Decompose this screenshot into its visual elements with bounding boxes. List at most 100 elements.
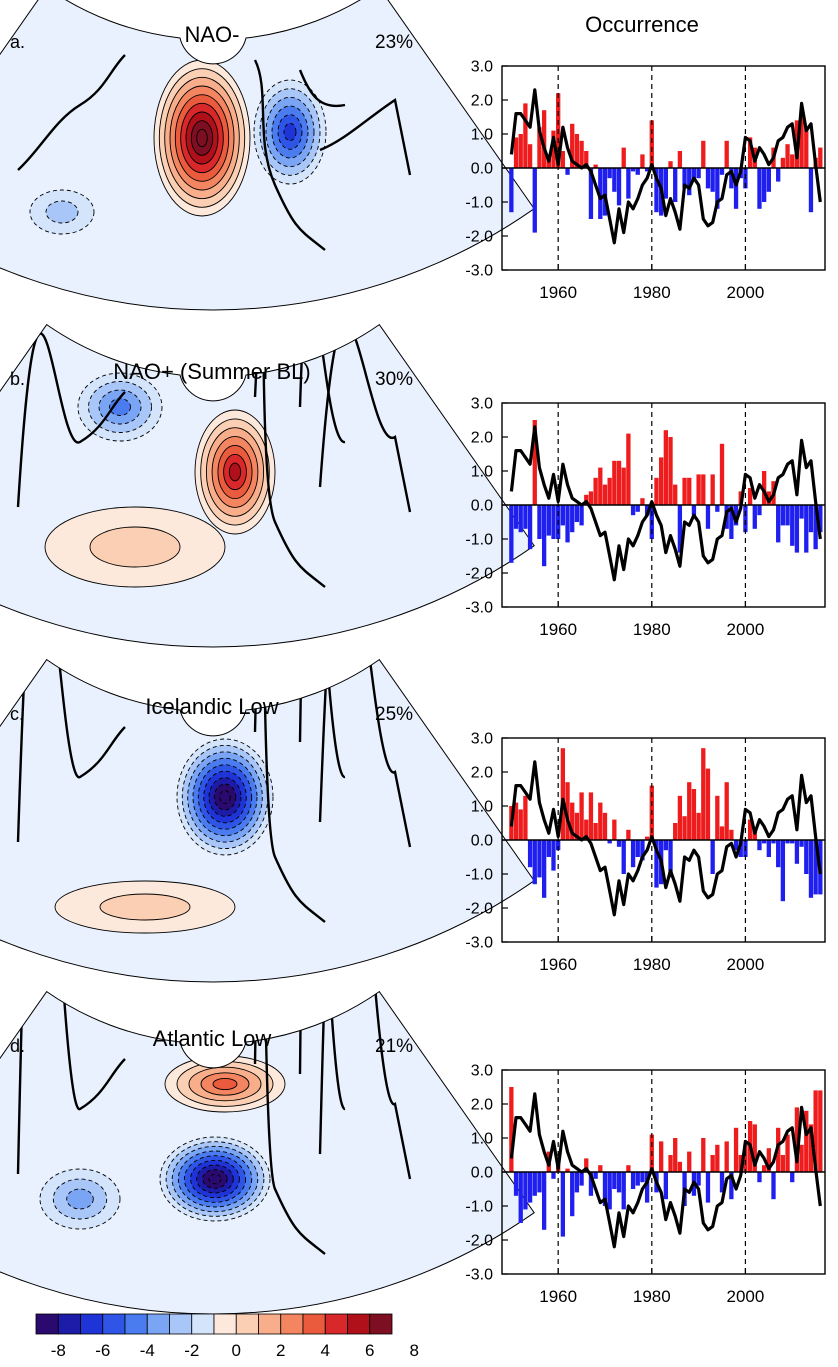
bar-1983 <box>663 430 668 505</box>
bar-2015 <box>813 840 818 895</box>
bar-1973 <box>616 460 622 505</box>
panel-title: NAO+ (Summer BL) <box>113 359 310 384</box>
bar-1952 <box>518 809 523 840</box>
bar-1984 <box>668 161 673 168</box>
bar-1974 <box>621 1172 626 1210</box>
bar-1997 <box>729 168 734 189</box>
bar-2014 <box>808 168 814 213</box>
bar-1954 <box>527 840 533 868</box>
bar-1984 <box>668 840 673 878</box>
anomaly-field <box>54 738 274 934</box>
bar-2013 <box>804 127 809 168</box>
y-tick-label: 2.0 <box>471 1097 493 1114</box>
bar-1963 <box>570 802 575 840</box>
occurrence-chart-3: 3.0 2.0 1.0 0.0 -1.0 -2.0 -3.0 1960 1980 2000 <box>465 731 826 974</box>
bar-1964 <box>574 134 580 168</box>
bar-2000 <box>743 1144 748 1172</box>
bar-2011 <box>794 1107 800 1172</box>
bar-1970 <box>602 1172 608 1206</box>
y-tick-label: -3.0 <box>465 1267 493 1284</box>
bar-1989 <box>691 168 697 182</box>
bar-1975 <box>626 433 631 505</box>
contour-0-9 <box>219 790 231 804</box>
bar-1985 <box>673 484 678 505</box>
y-tick-label: 0.0 <box>471 161 493 178</box>
bar-1996 <box>724 1141 729 1172</box>
bar-1989 <box>691 505 697 516</box>
bar-2015 <box>813 505 818 550</box>
bar-1987 <box>682 168 687 189</box>
x-tick-label: 1980 <box>633 955 671 974</box>
bar-1998 <box>733 168 739 209</box>
bar-1959 <box>551 840 556 871</box>
bar-1998 <box>733 1127 739 1172</box>
bar-1964 <box>574 505 580 522</box>
bar-2014 <box>808 840 814 898</box>
bar-1976 <box>630 840 636 868</box>
bar-1995 <box>719 443 725 505</box>
bar-1968 <box>593 823 598 840</box>
bar-1957 <box>541 840 547 898</box>
bar-1951 <box>513 137 519 168</box>
colorbar-swatch <box>191 1313 215 1335</box>
bar-1976 <box>630 168 636 172</box>
bar-1959 <box>551 130 556 168</box>
bar-1959 <box>551 1172 556 1179</box>
bar-2016 <box>818 1090 823 1172</box>
bar-2008 <box>780 157 786 168</box>
bar-1994 <box>715 168 720 209</box>
bar-1990 <box>696 168 701 179</box>
bar-1958 <box>546 505 551 536</box>
bar-2002 <box>752 1124 757 1172</box>
x-tick-label: 1960 <box>539 1287 577 1306</box>
contour-0-9 <box>208 1173 222 1185</box>
colorbar-swatch <box>235 1313 259 1335</box>
bar-1977 <box>635 168 640 175</box>
bar-1952 <box>518 505 523 533</box>
colorbar-swatch <box>80 1313 104 1335</box>
bar-1994 <box>715 795 720 840</box>
colorbar-tick-label: 4 <box>321 1341 330 1360</box>
bar-2001 <box>747 488 753 505</box>
bar-1986 <box>677 1161 683 1172</box>
bar-2000 <box>743 505 748 533</box>
bar-1956 <box>537 127 542 168</box>
bar-1983 <box>663 1172 668 1200</box>
colorbar-swatch <box>280 1313 304 1335</box>
map-background <box>0 991 535 1314</box>
bar-1995 <box>719 168 725 175</box>
bar-1988 <box>687 782 692 840</box>
bar-2004 <box>761 471 767 505</box>
bar-1978 <box>640 498 645 505</box>
bar-1971 <box>607 840 612 844</box>
bar-1997 <box>729 829 734 840</box>
bar-1990 <box>696 812 701 840</box>
bar-1961 <box>560 505 566 526</box>
bar-1992 <box>705 768 711 840</box>
bar-1959 <box>551 505 556 539</box>
bar-1991 <box>701 748 706 840</box>
bar-2008 <box>780 840 786 902</box>
y-tick-label: -2.0 <box>465 566 493 583</box>
bar-1953 <box>523 1172 528 1210</box>
bar-1998 <box>733 505 739 526</box>
bar-1992 <box>705 1172 711 1203</box>
bar-1965 <box>579 1172 584 1186</box>
colorbar-tick-label: -2 <box>184 1341 199 1360</box>
bar-1972 <box>612 460 617 505</box>
colorbar-swatch <box>146 1313 170 1335</box>
bar-1995 <box>719 826 725 840</box>
bar-1954 <box>527 505 533 550</box>
bar-1962 <box>565 505 570 543</box>
bar-1953 <box>523 103 528 168</box>
map-panel-3: c. Icelandic Low 25% <box>0 658 535 983</box>
anomaly-field <box>39 1055 286 1230</box>
contour-0-9 <box>196 128 208 148</box>
coastlines <box>16 659 412 923</box>
colorbar-swatch <box>169 1313 193 1335</box>
bar-1950 <box>509 505 514 563</box>
y-tick-label: 2.0 <box>471 93 493 110</box>
contour-0-7 <box>228 462 242 482</box>
bar-1987 <box>682 816 687 840</box>
x-tick-label: 1960 <box>539 283 577 302</box>
